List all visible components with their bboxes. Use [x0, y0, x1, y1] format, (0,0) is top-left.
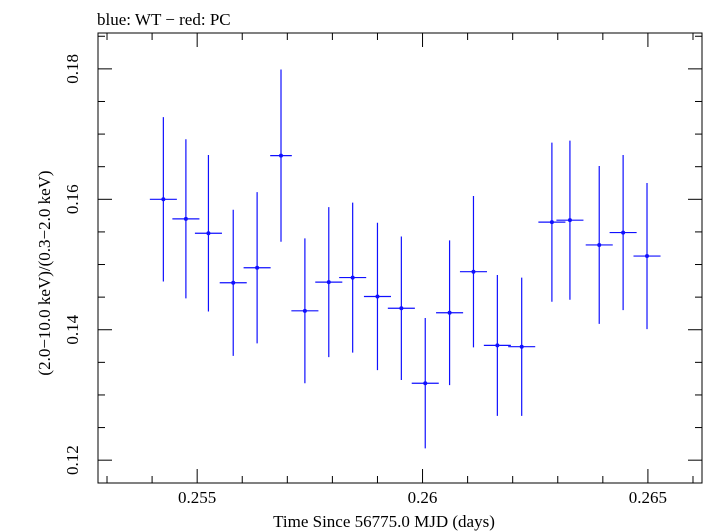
chart-title: blue: WT − red: PC: [97, 10, 231, 29]
data-marker: [161, 197, 166, 202]
data-point: [315, 207, 343, 358]
data-point: [243, 192, 271, 344]
data-point: [270, 69, 292, 242]
data-point: [219, 209, 247, 356]
data-point: [172, 139, 200, 299]
data-point: [609, 154, 637, 311]
data-point: [633, 183, 661, 330]
x-tick-label: 0.265: [629, 488, 667, 507]
data-marker: [645, 254, 650, 259]
data-marker: [231, 280, 236, 285]
data-marker: [279, 153, 284, 158]
x-axis-label: Time Since 56775.0 MJD (days): [273, 512, 495, 531]
data-marker: [567, 218, 572, 223]
x-tick-label: 0.26: [408, 488, 438, 507]
data-marker: [375, 294, 380, 299]
data-point: [291, 238, 319, 384]
y-tick-label: 0.12: [63, 445, 82, 475]
data-point: [149, 117, 177, 282]
data-marker: [549, 220, 554, 225]
data-marker: [423, 381, 428, 386]
data-marker: [183, 216, 188, 221]
data-point: [556, 140, 584, 300]
data-marker: [326, 280, 331, 285]
data-series: [149, 69, 661, 449]
y-axis-label: (2.0−10.0 keV)/(0.3−2.0 keV): [35, 170, 54, 375]
data-marker: [621, 230, 626, 235]
data-marker: [206, 231, 211, 236]
y-tick-label: 0.14: [63, 314, 82, 344]
data-marker: [399, 306, 404, 311]
data-point: [508, 277, 536, 416]
data-point: [483, 274, 511, 416]
y-tick-label: 0.16: [63, 184, 82, 214]
data-point: [339, 202, 367, 353]
x-axis: 0.255 0.26 0.265: [106, 33, 694, 507]
y-tick-label: 0.18: [63, 54, 82, 84]
data-marker: [519, 344, 524, 349]
data-point: [363, 222, 391, 371]
data-marker: [255, 265, 260, 270]
data-marker: [350, 275, 355, 280]
data-marker: [597, 242, 602, 247]
data-point: [387, 236, 415, 380]
plot-frame: [97, 32, 703, 484]
y-axis: 0.12 0.14 0.16 0.18: [63, 35, 702, 475]
data-marker: [471, 269, 476, 274]
x-tick-label: 0.255: [178, 488, 216, 507]
data-point: [194, 154, 222, 312]
data-point: [436, 240, 464, 386]
data-marker: [302, 308, 307, 313]
data-point: [585, 166, 613, 324]
data-point: [538, 142, 566, 302]
data-marker: [447, 310, 452, 315]
data-marker: [495, 343, 500, 348]
data-point: [459, 196, 487, 348]
data-point: [411, 318, 439, 449]
